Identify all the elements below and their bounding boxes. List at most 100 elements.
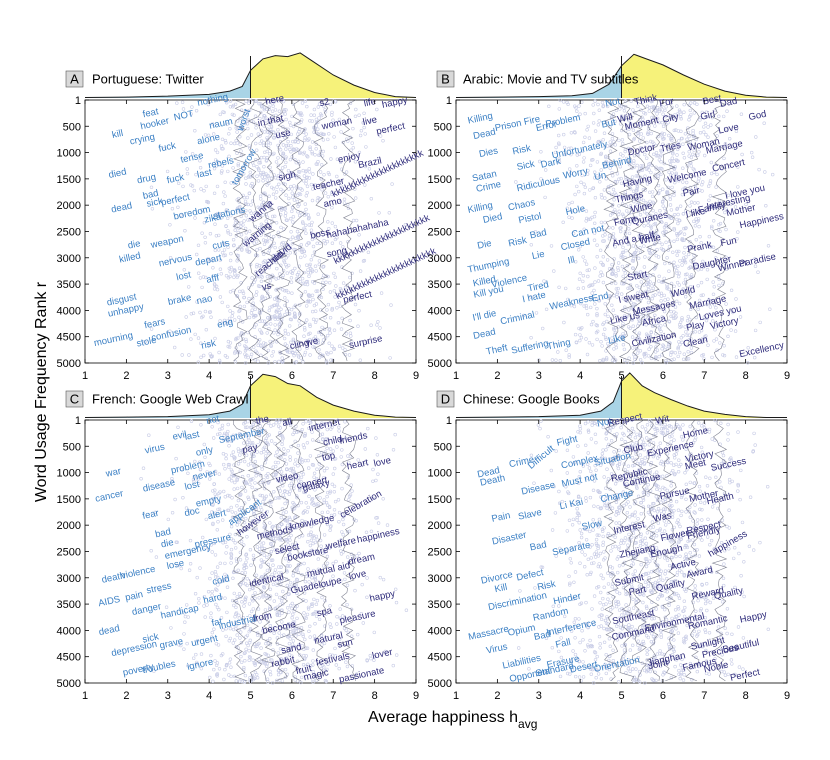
panel-letter-A: A <box>70 72 79 87</box>
dot <box>649 213 653 218</box>
dot <box>718 341 722 345</box>
dot <box>572 304 577 309</box>
dot <box>299 293 304 298</box>
dot <box>707 241 711 246</box>
x-tick-label: 2 <box>123 370 129 382</box>
dot <box>627 313 632 317</box>
dot <box>341 281 346 285</box>
dot <box>620 316 625 320</box>
dot <box>290 291 294 295</box>
dot <box>706 135 710 139</box>
dot <box>338 179 342 183</box>
dot <box>272 136 276 140</box>
dot <box>669 159 674 163</box>
dot <box>724 227 728 232</box>
dot <box>594 323 598 327</box>
dot <box>258 141 262 146</box>
dot <box>233 360 238 364</box>
dot <box>672 357 676 361</box>
dot <box>646 316 650 320</box>
dot <box>283 328 287 333</box>
dot <box>259 110 263 115</box>
word-label: sigh <box>278 169 297 183</box>
dot <box>637 331 642 335</box>
dot <box>310 232 314 236</box>
dot <box>634 337 639 341</box>
dot <box>638 358 643 362</box>
dot <box>319 113 324 118</box>
dot <box>268 305 272 310</box>
dot <box>697 298 702 303</box>
dot <box>284 160 288 165</box>
dot <box>282 109 286 114</box>
dot <box>706 343 710 347</box>
dot <box>626 308 631 312</box>
dot <box>671 116 675 121</box>
dot <box>638 213 643 217</box>
dot <box>641 136 645 140</box>
dot <box>228 99 233 103</box>
dot <box>677 139 681 143</box>
dot <box>389 303 393 307</box>
dot <box>642 210 647 214</box>
dot <box>310 150 314 154</box>
dot <box>261 170 265 175</box>
dot <box>304 207 308 212</box>
dot <box>715 172 719 177</box>
dot <box>353 114 358 119</box>
y-tick-label: 4500 <box>57 652 81 664</box>
dot <box>643 188 647 192</box>
dot <box>348 331 353 335</box>
dot <box>314 117 319 122</box>
x-tick-label: 8 <box>372 690 378 702</box>
dot <box>657 166 662 171</box>
dot <box>722 156 726 161</box>
dot <box>680 316 684 320</box>
dot <box>217 248 221 252</box>
dot <box>677 340 681 344</box>
dot <box>706 125 710 129</box>
y-tick-label: 3500 <box>428 279 452 291</box>
dot <box>232 141 237 146</box>
dot <box>573 332 578 337</box>
dot <box>596 279 601 283</box>
dot <box>250 181 254 186</box>
dot <box>189 112 193 116</box>
dot <box>637 139 642 143</box>
dot <box>335 174 339 179</box>
dot <box>623 149 627 154</box>
dot <box>315 199 320 203</box>
dot <box>307 137 311 141</box>
dot <box>639 280 643 284</box>
dot <box>308 294 312 298</box>
dot <box>283 303 287 308</box>
dot <box>248 175 253 179</box>
dot <box>341 245 345 249</box>
dot <box>619 253 623 257</box>
dot <box>329 350 333 355</box>
dot <box>293 266 297 271</box>
dot <box>692 219 696 224</box>
dot <box>304 223 308 228</box>
dot <box>597 119 601 123</box>
dot <box>378 134 383 138</box>
dot <box>244 108 248 113</box>
dot <box>681 238 685 243</box>
dot <box>249 153 253 157</box>
dot <box>277 325 282 329</box>
dot <box>233 318 237 322</box>
dot <box>278 272 282 276</box>
dot <box>675 217 679 222</box>
dot <box>235 275 240 279</box>
dot <box>288 157 293 162</box>
dot <box>727 137 732 141</box>
dot <box>219 171 224 175</box>
dot <box>326 333 330 338</box>
dot <box>311 254 315 258</box>
dot <box>646 300 651 305</box>
dot <box>589 322 594 327</box>
dot <box>613 143 617 147</box>
dot <box>218 258 222 262</box>
dot <box>315 337 319 342</box>
dot <box>704 114 709 119</box>
